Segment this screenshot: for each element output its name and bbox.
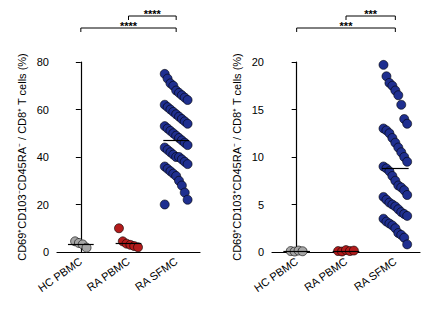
svg-text:HC PBMC: HC PBMC bbox=[252, 255, 300, 294]
svg-text:****: **** bbox=[144, 8, 162, 20]
svg-text:10: 10 bbox=[252, 151, 264, 163]
svg-text:RA SFMC: RA SFMC bbox=[133, 255, 180, 293]
svg-text:0: 0 bbox=[258, 246, 264, 258]
svg-text:RA PBMC: RA PBMC bbox=[85, 255, 132, 293]
svg-text:20: 20 bbox=[37, 199, 49, 211]
svg-text:0: 0 bbox=[43, 246, 49, 258]
svg-text:RA SFMC: RA SFMC bbox=[352, 255, 399, 293]
svg-text:15: 15 bbox=[252, 104, 264, 116]
svg-text:CD69⁺CD103⁺CD45RA⁻ / CD8⁺ T ce: CD69⁺CD103⁺CD45RA⁻ / CD8⁺ T cells (%) bbox=[231, 53, 243, 261]
svg-text:***: *** bbox=[340, 20, 354, 32]
svg-text:****: **** bbox=[120, 20, 138, 32]
svg-text:5: 5 bbox=[258, 199, 264, 211]
svg-text:40: 40 bbox=[37, 151, 49, 163]
svg-text:20: 20 bbox=[252, 56, 264, 68]
svg-text:***: *** bbox=[364, 8, 378, 20]
svg-text:80: 80 bbox=[37, 56, 49, 68]
svg-text:HC PBMC: HC PBMC bbox=[36, 255, 84, 294]
svg-text:CD69⁺CD103⁻CD45RA⁻ / CD8⁺ T ce: CD69⁺CD103⁻CD45RA⁻ / CD8⁺ T cells (%) bbox=[16, 53, 28, 261]
svg-text:RA PBMC: RA PBMC bbox=[302, 255, 349, 293]
svg-text:60: 60 bbox=[37, 104, 49, 116]
